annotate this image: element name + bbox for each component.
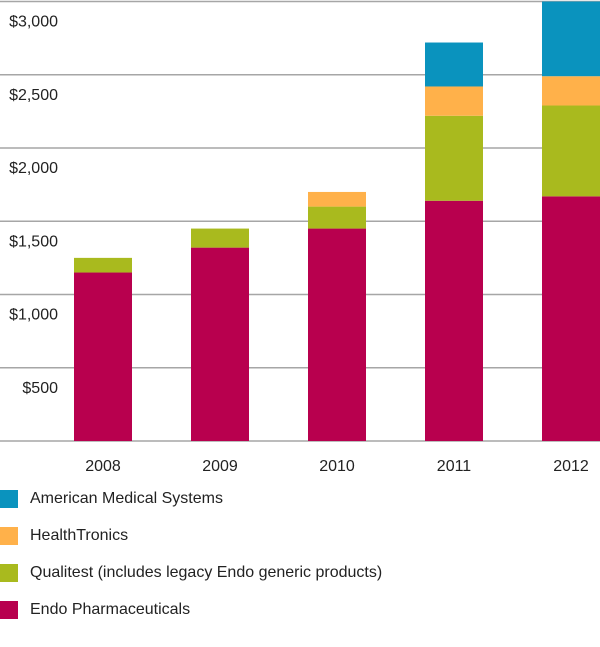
bar-segment — [425, 115, 483, 201]
x-tick-label: 2010 — [319, 458, 355, 475]
bar-segment — [308, 191, 366, 207]
stacked-bar-chart: $500$1,000$1,500$2,000$2,500$3,000 2008 2… — [0, 0, 600, 475]
bar-segment — [308, 228, 366, 441]
bar-segment — [191, 247, 249, 441]
bar-segment — [425, 200, 483, 441]
bar-segment — [425, 86, 483, 116]
legend-item-healthtronics: HealthTronics — [0, 527, 600, 545]
legend-swatch-qualitest — [0, 564, 18, 582]
bar-segment — [542, 196, 600, 441]
legend-item-american-medical-systems: American Medical Systems — [0, 490, 600, 508]
legend-swatch-american-medical-systems — [0, 490, 18, 508]
x-tick-label: 2011 — [437, 458, 472, 475]
y-tick-label: $1,000 — [9, 307, 58, 324]
x-tick-label: 2009 — [202, 458, 238, 475]
y-tick-label: $3,000 — [9, 14, 58, 31]
legend-item-endo-pharmaceuticals: Endo Pharmaceuticals — [0, 601, 600, 619]
y-tick-label: $500 — [22, 380, 58, 397]
legend-label: HealthTronics — [30, 527, 129, 544]
legend-swatch-endo-pharmaceuticals — [0, 601, 18, 619]
x-axis-labels: 2008 2009 2010 2011 2012 — [85, 458, 589, 475]
legend-label: Endo Pharmaceuticals — [30, 601, 191, 618]
bars — [74, 1, 600, 441]
y-tick-label: $2,500 — [9, 87, 58, 104]
bar-segment — [74, 257, 132, 273]
y-axis-labels: $500 $1,000 $1,500 $2,000 $2,500 $3,000 — [9, 14, 58, 397]
legend-label: American Medical Systems — [30, 490, 223, 507]
bar-segment — [542, 1, 600, 77]
y-tick-label: $1,500 — [9, 233, 58, 250]
bar-segment — [74, 272, 132, 441]
x-tick-label: 2008 — [85, 458, 121, 475]
legend: American Medical Systems HealthTronics Q… — [0, 490, 600, 638]
x-tick-label: 2012 — [553, 458, 589, 475]
bar-segment — [542, 76, 600, 106]
legend-swatch-healthtronics — [0, 527, 18, 545]
y-tick-label: $2,000 — [9, 160, 58, 177]
legend-label: Qualitest (includes legacy Endo generic … — [30, 564, 383, 581]
bar-segment — [542, 105, 600, 197]
bar-segment — [191, 228, 249, 248]
legend-item-qualitest: Qualitest (includes legacy Endo generic … — [0, 564, 600, 582]
bar-segment — [425, 42, 483, 87]
bar-segment — [308, 206, 366, 229]
